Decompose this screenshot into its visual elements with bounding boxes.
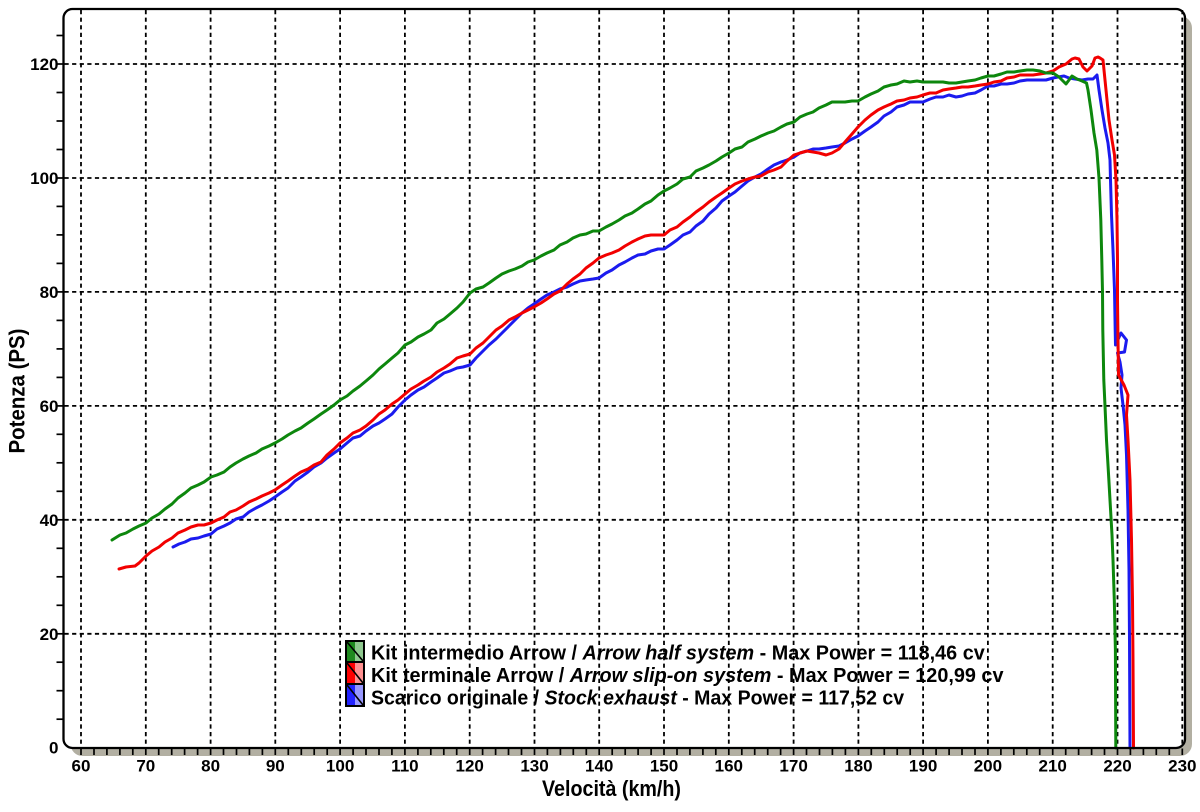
svg-text:Potenza (PS): Potenza (PS) [5, 329, 30, 454]
svg-text:60: 60 [72, 757, 91, 776]
svg-text:120: 120 [30, 55, 58, 74]
svg-text:80: 80 [40, 283, 59, 302]
svg-text:200: 200 [974, 757, 1002, 776]
svg-text:130: 130 [520, 757, 548, 776]
svg-text:80: 80 [201, 757, 220, 776]
svg-text:0: 0 [49, 739, 58, 758]
svg-text:70: 70 [136, 757, 155, 776]
svg-text:170: 170 [779, 757, 807, 776]
svg-text:180: 180 [844, 757, 872, 776]
svg-text:160: 160 [715, 757, 743, 776]
svg-text:120: 120 [456, 757, 484, 776]
svg-text:150: 150 [650, 757, 678, 776]
svg-text:Kit intermedio Arrow / Arrow h: Kit intermedio Arrow / Arrow half system… [371, 642, 985, 664]
svg-text:40: 40 [40, 511, 59, 530]
svg-text:230: 230 [1168, 757, 1196, 776]
svg-text:110: 110 [391, 757, 418, 776]
svg-text:Velocità (km/h): Velocità (km/h) [542, 776, 681, 801]
svg-text:220: 220 [1103, 757, 1131, 776]
svg-text:60: 60 [40, 397, 59, 416]
svg-text:Scarico originale / Stock exha: Scarico originale / Stock exhaust - Max … [371, 687, 904, 709]
svg-text:140: 140 [585, 757, 613, 776]
svg-text:20: 20 [40, 625, 59, 644]
svg-text:Kit terminale Arrow / Arrow sl: Kit terminale Arrow / Arrow slip-on syst… [371, 665, 1003, 687]
svg-text:100: 100 [326, 757, 354, 776]
svg-text:100: 100 [30, 169, 58, 188]
svg-text:90: 90 [266, 757, 285, 776]
svg-text:210: 210 [1039, 757, 1067, 776]
svg-text:190: 190 [909, 757, 937, 776]
